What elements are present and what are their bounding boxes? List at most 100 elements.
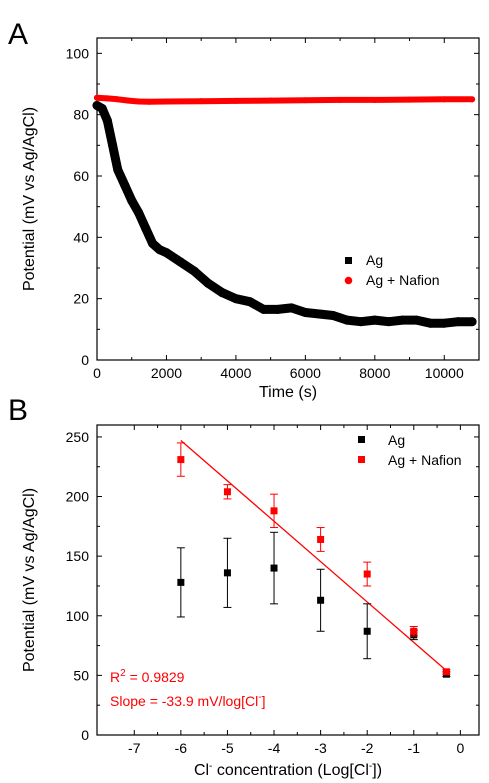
data-point-ag <box>356 317 366 327</box>
data-point-ag <box>127 196 137 206</box>
legend-a-label-nafion: Ag + Nafion <box>366 272 440 288</box>
chart-b-ytick-label: 150 <box>66 548 90 564</box>
chart-a-ytick-label: 20 <box>73 291 89 307</box>
data-point-ag-nafion <box>442 668 450 676</box>
data-point-ag <box>155 245 165 255</box>
data-point-ag-nafion <box>317 535 325 543</box>
chart-b-legend: Ag Ag + Nafion <box>358 432 462 468</box>
chart-b-ytick-label: 0 <box>81 727 89 743</box>
data-point-ag <box>270 564 278 572</box>
chart-a-ytick-label: 0 <box>81 352 89 368</box>
data-point-ag <box>467 317 477 327</box>
legend-a-marker-nafion <box>344 276 353 285</box>
chart-b-ytick-label: 250 <box>66 429 90 445</box>
chart-b-xtick-label: -2 <box>361 740 374 756</box>
data-point-ag <box>217 288 227 298</box>
chart-a-ylabel: Potential (mV vs Ag/AgCl) <box>21 107 38 291</box>
chart-b-xtick-label: -1 <box>408 740 421 756</box>
chart-a-plot <box>92 94 477 328</box>
legend-b-marker-nafion <box>358 456 365 463</box>
chart-a-ytick-label: 100 <box>66 45 90 61</box>
legend-a-marker-ag <box>345 257 352 264</box>
data-point-ag-nafion <box>270 507 278 515</box>
data-point-ag <box>203 278 213 288</box>
data-point-ag <box>363 627 371 635</box>
chart-a-ytick-label: 80 <box>73 107 89 123</box>
data-point-ag-nafion <box>469 96 476 103</box>
data-point-ag <box>97 104 107 114</box>
legend-b-label-nafion: Ag + Nafion <box>388 452 462 468</box>
data-point-ag <box>223 569 231 577</box>
legend-b-label-ag: Ag <box>388 432 405 448</box>
chart-b-ytick-label: 200 <box>66 489 90 505</box>
chart-a-xtick-label: 4000 <box>220 365 251 381</box>
data-point-ag <box>245 297 255 307</box>
panel-letter-a: A <box>8 18 28 51</box>
data-point-ag <box>175 257 185 267</box>
data-point-ag <box>439 318 449 328</box>
data-point-ag-nafion <box>104 95 111 102</box>
data-point-ag <box>425 318 435 328</box>
data-point-ag-nafion <box>363 570 371 578</box>
data-point-ag <box>273 304 283 314</box>
chart-b-ytick-label: 100 <box>66 608 90 624</box>
chart-b-frame <box>96 424 480 736</box>
data-point-ag <box>398 315 408 325</box>
data-point-ag <box>148 238 158 248</box>
chart-b-xtick-label: 0 <box>456 740 464 756</box>
data-point-ag <box>342 315 352 325</box>
chart-b-plot <box>176 440 451 678</box>
chart-a-xtick-label: 8000 <box>359 365 390 381</box>
data-point-ag-nafion <box>406 96 413 103</box>
data-point-ag <box>328 311 338 321</box>
chart-a-legend: Ag Ag + Nafion <box>344 252 440 288</box>
data-point-ag-nafion <box>371 96 378 103</box>
data-point-ag <box>384 317 394 327</box>
data-point-ag <box>286 303 296 313</box>
data-point-ag <box>113 165 123 175</box>
panel-letter-b: B <box>8 394 28 427</box>
data-point-ag-nafion <box>410 627 418 635</box>
data-point-ag-nafion <box>223 488 231 496</box>
data-point-ag <box>370 315 380 325</box>
chart-a-ticks: 0 2000 4000 6000 8000 10000 0 20 40 60 80 100 <box>66 38 479 381</box>
legend-a-label-ag: Ag <box>366 252 383 268</box>
data-point-ag-nafion <box>302 97 309 104</box>
data-point-ag-nafion <box>337 96 344 103</box>
annotation-slope: Slope = -33.9 mV/log[Cl-] <box>110 692 265 709</box>
chart-b-ylabel: Potential (mV vs Ag/AgCl) <box>21 488 38 672</box>
data-point-ag <box>411 315 421 325</box>
data-point-ag-nafion <box>135 98 142 105</box>
chart-a-ytick-label: 40 <box>73 229 89 245</box>
chart-b-xlabel: Cl- concentration (Log[Cl-]) <box>194 761 382 779</box>
annotation-r2: R2 = 0.9829 <box>110 668 185 685</box>
chart-b-xtick-label: -6 <box>175 740 188 756</box>
chart-a-xtick-label: 2000 <box>151 365 182 381</box>
data-point-ag <box>108 140 118 150</box>
chart-b-xtick-label: -5 <box>221 740 234 756</box>
chart-b-xtick-label: -4 <box>268 740 281 756</box>
chart-b: -7 -6 -5 -4 -3 -2 -1 0 0 50 100 150 200 250 Cl- conce… <box>21 424 480 779</box>
chart-a-xtick-label: 6000 <box>290 365 321 381</box>
data-point-ag <box>231 294 241 304</box>
data-point-ag <box>189 266 199 276</box>
legend-b-marker-ag <box>358 436 365 443</box>
data-point-ag-nafion <box>267 97 274 104</box>
chart-b-xtick-label: -7 <box>128 740 141 756</box>
data-point-ag <box>120 180 130 190</box>
data-point-ag <box>317 596 325 604</box>
data-point-ag-nafion <box>146 98 153 105</box>
chart-b-ticks: -7 -6 -5 -4 -3 -2 -1 0 0 50 100 150 200 250 <box>66 425 479 756</box>
data-point-ag-nafion <box>114 96 121 103</box>
data-point-ag <box>177 578 185 586</box>
data-point-ag-nafion <box>441 96 448 103</box>
chart-b-ytick-label: 50 <box>73 667 89 683</box>
data-point-ag <box>314 309 324 319</box>
data-point-ag <box>102 116 112 126</box>
data-point-ag-nafion <box>163 98 170 105</box>
data-point-ag-nafion <box>125 97 132 104</box>
data-point-ag-nafion <box>232 97 239 104</box>
fit-line <box>180 440 447 672</box>
chart-a-ytick-label: 60 <box>73 168 89 184</box>
